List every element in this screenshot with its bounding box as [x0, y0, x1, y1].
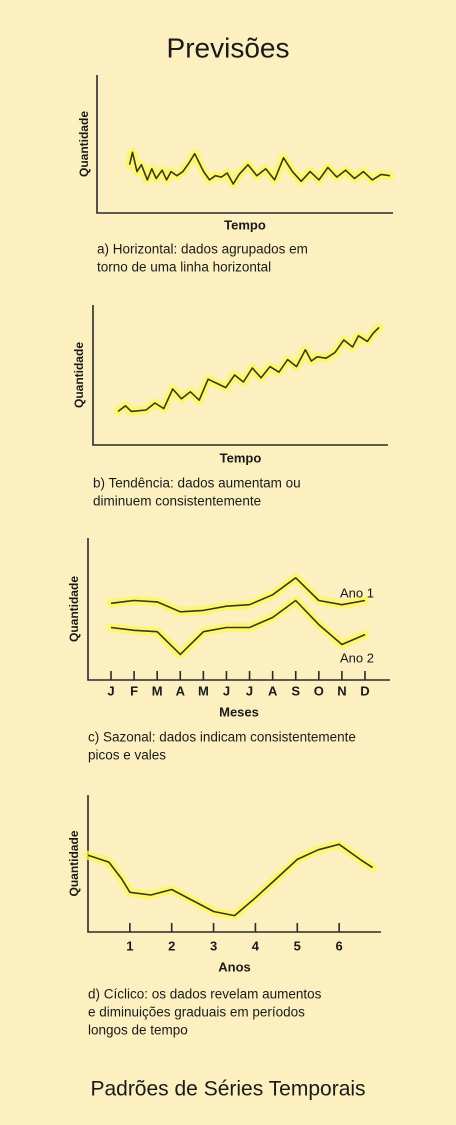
axes	[92, 305, 388, 446]
caption: longos de tempo	[88, 1023, 188, 1038]
page-footer: Padrões de Séries Temporais	[90, 1078, 365, 1101]
page-title: Previsões	[167, 32, 290, 63]
y-axis-label: Quantidade	[67, 830, 81, 896]
line	[110, 599, 366, 656]
line	[128, 151, 391, 185]
line-highlight	[125, 147, 395, 189]
caption: a) Horizontal: dados agrupados em	[97, 242, 308, 257]
line-highlight	[83, 839, 378, 921]
series-label: Ano 2	[340, 650, 374, 665]
x-tick-label: 3	[210, 938, 217, 953]
y-axis-label: Quantidade	[67, 576, 81, 642]
caption: d) Cíclico: os dados revelam aumentos	[88, 987, 322, 1002]
x-tick-label: D	[360, 683, 369, 698]
y-axis-label: Quantidade	[72, 342, 86, 408]
x-tick-label: M	[152, 683, 163, 698]
x-tick-label: 1	[126, 938, 133, 953]
x-tick-label: A	[176, 683, 186, 698]
x-tick-label: 5	[294, 938, 301, 953]
y-axis-label: Quantidade	[77, 111, 91, 177]
caption: diminuem consistentemente	[93, 494, 261, 509]
x-tick-label: F	[130, 683, 138, 698]
x-axis-label: Tempo	[224, 217, 266, 232]
line	[117, 326, 380, 413]
x-tick-label: M	[198, 683, 209, 698]
x-tick-label: N	[337, 683, 346, 698]
x-tick-label: 2	[168, 938, 175, 953]
x-axis-label: Meses	[219, 704, 259, 719]
line	[87, 843, 374, 917]
x-axis-label: Anos	[218, 959, 251, 974]
x-tick-label: J	[223, 683, 230, 698]
caption: picos e vales	[88, 748, 166, 763]
x-tick-label: 4	[252, 938, 260, 953]
x-tick-label: J	[246, 683, 253, 698]
x-tick-label: O	[314, 683, 324, 698]
line-highlight	[113, 322, 384, 416]
axes	[96, 75, 393, 214]
x-axis-label: Tempo	[220, 450, 262, 465]
caption: torno de uma linha horizontal	[97, 260, 271, 275]
caption: b) Tendência: dados aumentam ou	[93, 476, 301, 491]
caption: e diminuições graduais em períodos	[88, 1005, 305, 1020]
line	[110, 577, 366, 613]
x-tick-label: S	[291, 683, 300, 698]
axes	[87, 538, 390, 681]
caption: c) Sazonal: dados indicam consistentemen…	[88, 730, 356, 745]
axes	[87, 795, 381, 933]
x-tick-label: A	[268, 683, 278, 698]
x-tick-label: 6	[336, 938, 343, 953]
series-label: Ano 1	[340, 585, 374, 600]
line-highlight	[106, 573, 370, 617]
x-tick-label: J	[107, 683, 114, 698]
